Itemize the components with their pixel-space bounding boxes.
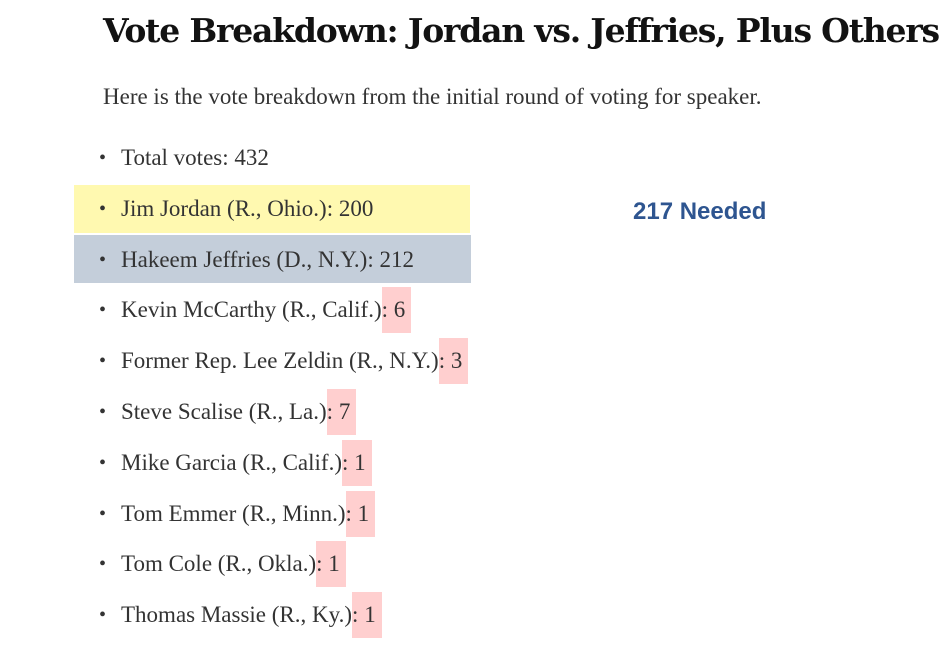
count-highlight: : 1 [316,541,346,588]
candidate-count: 212 [379,246,414,272]
candidate-name: Steve Scalise (R., La.) [121,398,327,424]
candidate-item-jeffries: • Hakeem Jeffries (D., N.Y.): 212 [0,234,942,286]
candidate-text: Hakeem Jeffries (D., N.Y.): 212 [121,246,414,272]
candidate-name: Former Rep. Lee Zeldin (R., N.Y.) [121,348,439,374]
candidate-count: 200 [338,195,374,221]
candidate-text: Former Rep. Lee Zeldin (R., N.Y.): 3 [121,338,469,385]
candidate-name: Jim Jordan (R., Ohio.) [121,195,327,221]
bullet-icon: • [99,451,107,474]
total-votes-text: Total votes: 432 [121,145,269,171]
candidate-item-mccarthy: • Kevin McCarthy (R., Calif.): 6 [0,285,942,336]
bullet-icon: • [99,350,107,373]
candidate-text: Tom Emmer (R., Minn.): 1 [121,490,376,537]
jeffries-highlight [74,234,471,283]
candidate-item-scalise: • Steve Scalise (R., La.): 7 [0,387,942,438]
page-title: Vote Breakdown: Jordan vs. Jeffries, Plu… [103,11,940,50]
candidate-text: Jim Jordan (R., Ohio.): 200 [121,195,374,221]
candidate-count: 3 [450,348,463,374]
total-votes-item: • Total votes: 432 [0,133,942,184]
candidate-count: 6 [393,297,406,323]
candidate-item-garcia: • Mike Garcia (R., Calif.): 1 [0,438,942,489]
candidate-name: Kevin McCarthy (R., Calif.) [121,297,382,323]
jordan-highlight [74,184,470,233]
candidate-count: 1 [328,551,340,577]
candidate-item-cole: • Tom Cole (R., Okla.): 1 [0,539,942,590]
candidate-name: Thomas Massie (R., Ky.) [121,602,353,628]
candidate-item-massie: • Thomas Massie (R., Ky.): 1 [0,590,942,641]
candidate-name: Hakeem Jeffries (D., N.Y.) [121,246,368,272]
candidate-item-zeldin: • Former Rep. Lee Zeldin (R., N.Y.): 3 [0,336,942,387]
candidate-name: Tom Cole (R., Okla.) [121,551,317,577]
total-votes-count: 432 [234,145,269,170]
candidate-count: 1 [357,500,370,526]
bullet-icon: • [99,400,107,423]
count-highlight: : 1 [341,439,372,486]
count-highlight: : 7 [326,388,357,435]
count-highlight: : 1 [345,490,376,537]
count-highlight: : 6 [381,287,412,334]
bullet-icon: • [99,553,107,576]
count-highlight: : 3 [438,338,469,385]
candidate-count: 1 [354,449,366,475]
votes-needed-label: 217 Needed [633,198,767,225]
bullet-icon: • [99,197,107,220]
candidate-text: Tom Cole (R., Okla.): 1 [121,541,346,588]
candidate-text: Steve Scalise (R., La.): 7 [121,388,357,435]
bullet-icon: • [99,604,107,627]
candidate-count: 1 [364,602,376,628]
bullet-icon: • [99,502,107,525]
candidate-name: Tom Emmer (R., Minn.) [121,500,346,526]
candidate-item-jordan: • Jim Jordan (R., Ohio.): 200 [0,184,942,235]
candidate-name: Mike Garcia (R., Calif.) [121,449,342,475]
candidate-item-emmer: • Tom Emmer (R., Minn.): 1 [0,489,942,540]
candidate-count: 7 [338,398,351,424]
candidate-text: Mike Garcia (R., Calif.): 1 [121,439,372,486]
candidate-text: Kevin McCarthy (R., Calif.): 6 [121,287,412,334]
intro-paragraph: Here is the vote breakdown from the init… [103,84,762,109]
candidate-text: Thomas Massie (R., Ky.): 1 [121,592,382,639]
bullet-icon: • [99,147,107,169]
total-votes-label: Total votes: [121,145,229,170]
bullet-icon: • [99,248,107,271]
bullet-icon: • [99,299,107,322]
vote-list: • Total votes: 432 • Jim Jordan (R., Ohi… [0,133,942,641]
count-highlight: : 1 [352,592,382,639]
